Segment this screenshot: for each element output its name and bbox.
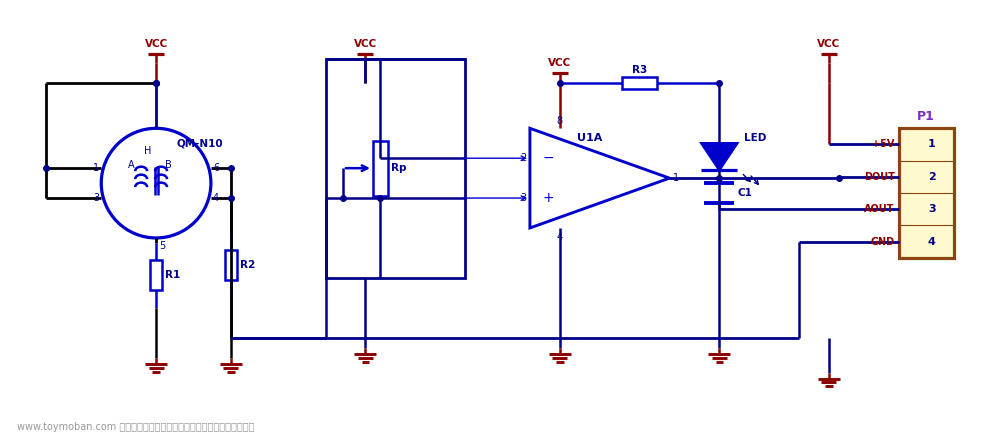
Text: 3: 3 (521, 193, 527, 203)
Text: 1: 1 (93, 163, 99, 173)
Text: Rp: Rp (391, 163, 406, 173)
Text: C1: C1 (737, 188, 752, 198)
Text: 2: 2 (521, 153, 527, 163)
Text: 4: 4 (213, 193, 219, 203)
Text: VCC: VCC (548, 58, 571, 69)
Text: −: − (542, 151, 554, 165)
Polygon shape (701, 143, 737, 170)
Bar (373, 141, 388, 195)
Text: +: + (542, 191, 554, 205)
Text: www.toymoban.com 网络图片仅供展示，非存储，如有侵权请联系删除。: www.toymoban.com 网络图片仅供展示，非存储，如有侵权请联系删除。 (17, 422, 254, 432)
Text: QM-N10: QM-N10 (176, 138, 223, 148)
Text: LED: LED (744, 133, 767, 143)
Bar (225, 250, 237, 280)
Bar (150, 260, 162, 290)
Text: H: H (144, 146, 152, 156)
Text: AOUT: AOUT (864, 204, 895, 214)
Text: R3: R3 (632, 66, 647, 75)
Text: R1: R1 (165, 270, 180, 280)
Text: VCC: VCC (144, 39, 168, 49)
Text: P1: P1 (917, 110, 935, 123)
Text: 6: 6 (213, 163, 219, 173)
Text: 1: 1 (928, 140, 936, 149)
Text: U1A: U1A (577, 133, 602, 143)
Text: 1: 1 (672, 173, 679, 183)
Bar (899, 128, 954, 258)
Text: B: B (165, 160, 171, 170)
Text: A: A (128, 160, 134, 170)
Text: 4: 4 (928, 237, 936, 247)
Text: DOUT: DOUT (864, 172, 895, 182)
Text: VCC: VCC (817, 39, 841, 49)
Text: 5: 5 (159, 241, 165, 251)
Text: 3: 3 (93, 193, 99, 203)
Text: 4: 4 (557, 232, 563, 242)
Text: 3: 3 (928, 204, 935, 214)
Bar (326, 58, 465, 278)
Text: VCC: VCC (354, 39, 377, 49)
Text: +5V: +5V (872, 140, 895, 149)
Text: 2: 2 (928, 172, 936, 182)
Bar (622, 78, 657, 89)
Text: GND: GND (871, 237, 895, 247)
Text: R2: R2 (240, 260, 255, 270)
Text: 8: 8 (557, 117, 563, 126)
